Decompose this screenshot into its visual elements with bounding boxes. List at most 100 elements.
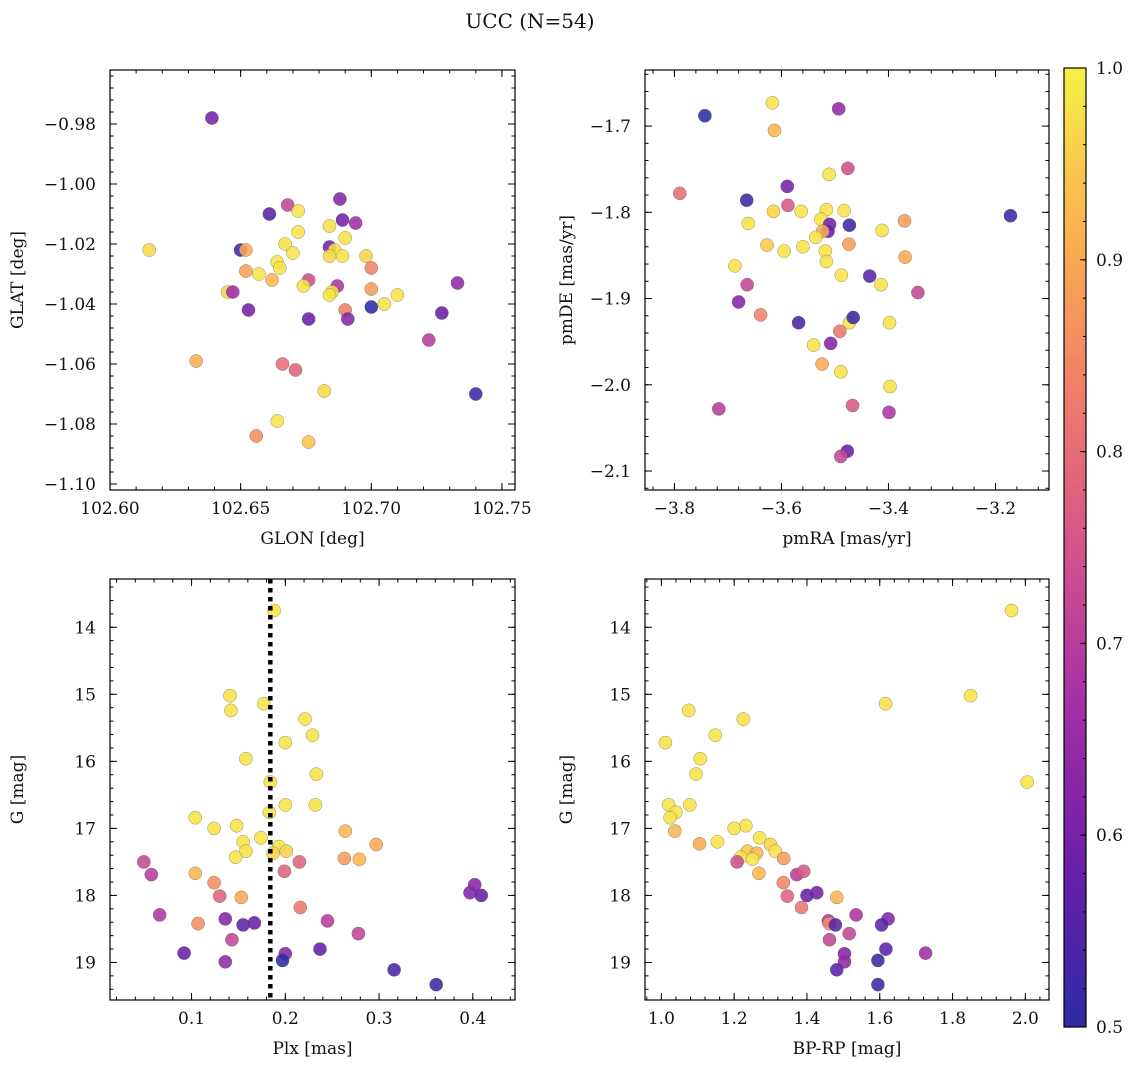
data-point (796, 239, 810, 254)
colorbar-tick-label: 0.7 (1096, 634, 1123, 654)
data-point (225, 932, 239, 947)
data-point (313, 942, 327, 956)
data-point (390, 288, 405, 302)
data-point (833, 449, 848, 464)
data-point (897, 214, 912, 228)
data-point (234, 890, 249, 905)
data-point (831, 101, 846, 116)
x-tick-label: 0.1 (178, 1009, 205, 1029)
data-point (308, 798, 323, 812)
data-point (911, 285, 925, 300)
data-point (871, 977, 885, 992)
bprp-g-panel: 1.0 1.2 1.4 1.6 1.8 2.0 14 15 16 17 18 19 BP-RP [mag… (557, 578, 1050, 1059)
data-point (794, 900, 809, 915)
data-point (710, 834, 725, 849)
data-point (780, 889, 795, 903)
x-axis-label: pmRA [mas/yr] (782, 529, 911, 549)
data-point (364, 261, 379, 275)
data-point (249, 429, 264, 443)
y-tick-label: −1.10 (44, 475, 96, 495)
data-point (842, 218, 857, 233)
data-point (421, 333, 436, 347)
y-tick-label: 14 (74, 618, 96, 638)
data-point (291, 204, 305, 218)
x-axis-label: Plx [mas] (272, 1039, 352, 1059)
data-point (296, 279, 311, 293)
data-point (212, 889, 227, 903)
data-point (833, 364, 848, 379)
data-point (239, 243, 253, 257)
x-tick-label: −3.6 (761, 499, 802, 519)
x-tick-label: 1.4 (793, 1009, 820, 1029)
plx-g-panel: 0.1 0.2 0.3 0.4 14 15 16 17 18 19 Plx [mas] G [mag] (8, 578, 516, 1059)
data-point (781, 198, 795, 213)
data-point (377, 297, 392, 311)
data-point (275, 357, 290, 371)
y-tick-label: 18 (74, 886, 96, 906)
data-point (152, 908, 167, 922)
data-point (239, 844, 253, 859)
data-point (256, 696, 271, 711)
y-tick-label: −1.02 (44, 235, 96, 255)
x-tick-label: 1.2 (721, 1009, 748, 1029)
x-tick-label: 102.75 (472, 499, 531, 519)
colorbar-tick-label: 0.8 (1096, 443, 1123, 463)
bprp-g-points (658, 603, 1035, 992)
data-point (741, 216, 756, 231)
data-point (806, 338, 821, 352)
data-point (740, 277, 755, 292)
data-point (681, 703, 696, 718)
data-point (822, 167, 836, 182)
data-point (776, 875, 791, 890)
data-point (298, 712, 312, 726)
data-point (846, 310, 861, 325)
data-point (292, 855, 307, 869)
data-point (270, 414, 285, 428)
data-point (254, 830, 268, 845)
data-point (189, 354, 204, 368)
data-point (727, 821, 742, 836)
data-point (333, 192, 347, 206)
data-point (849, 908, 863, 922)
data-point (815, 357, 829, 371)
data-point (682, 798, 697, 812)
y-tick-label: −2.1 (590, 462, 631, 482)
x-tick-label: 1.8 (939, 1009, 966, 1029)
data-point (882, 315, 897, 330)
data-point (711, 402, 726, 416)
data-point (883, 379, 897, 394)
data-point (692, 836, 707, 851)
colorbar-tick-label: 1.0 (1096, 59, 1123, 79)
y-tick-label: −0.98 (44, 115, 96, 135)
data-point (322, 249, 337, 263)
data-point (829, 962, 844, 977)
data-point (780, 179, 795, 194)
data-point (845, 398, 860, 413)
data-point (874, 277, 888, 292)
y-tick-label: 15 (609, 685, 631, 705)
pmra-pmde-axes-frame (644, 69, 1050, 491)
x-tick-label: 1.6 (866, 1009, 893, 1029)
data-point (434, 306, 449, 320)
data-point (796, 864, 811, 879)
data-point (474, 888, 489, 903)
data-point (882, 405, 896, 420)
bprp-g-axes-frame (644, 578, 1050, 1001)
data-point (218, 954, 233, 969)
data-point (322, 219, 337, 233)
y-tick-label: −1.04 (44, 295, 96, 315)
colorbar-tick-label: 0.5 (1096, 1018, 1123, 1038)
data-point (862, 269, 877, 283)
colorbar: 0.5 0.6 0.7 0.8 0.9 1.0 (1063, 59, 1123, 1038)
data-point (239, 751, 253, 766)
colorbar-tick-label: 0.6 (1096, 826, 1123, 846)
data-point (731, 295, 746, 309)
data-point (429, 977, 444, 992)
data-point (842, 926, 857, 941)
data-point (337, 851, 352, 866)
x-tick-label: 102.70 (342, 499, 401, 519)
pmra-pmde-panel: −3.8 −3.6 −3.4 −3.2 −2.1 −2.0 −1.9 −1.8 −1.7 pmRA… (557, 69, 1050, 549)
data-point (335, 213, 350, 227)
